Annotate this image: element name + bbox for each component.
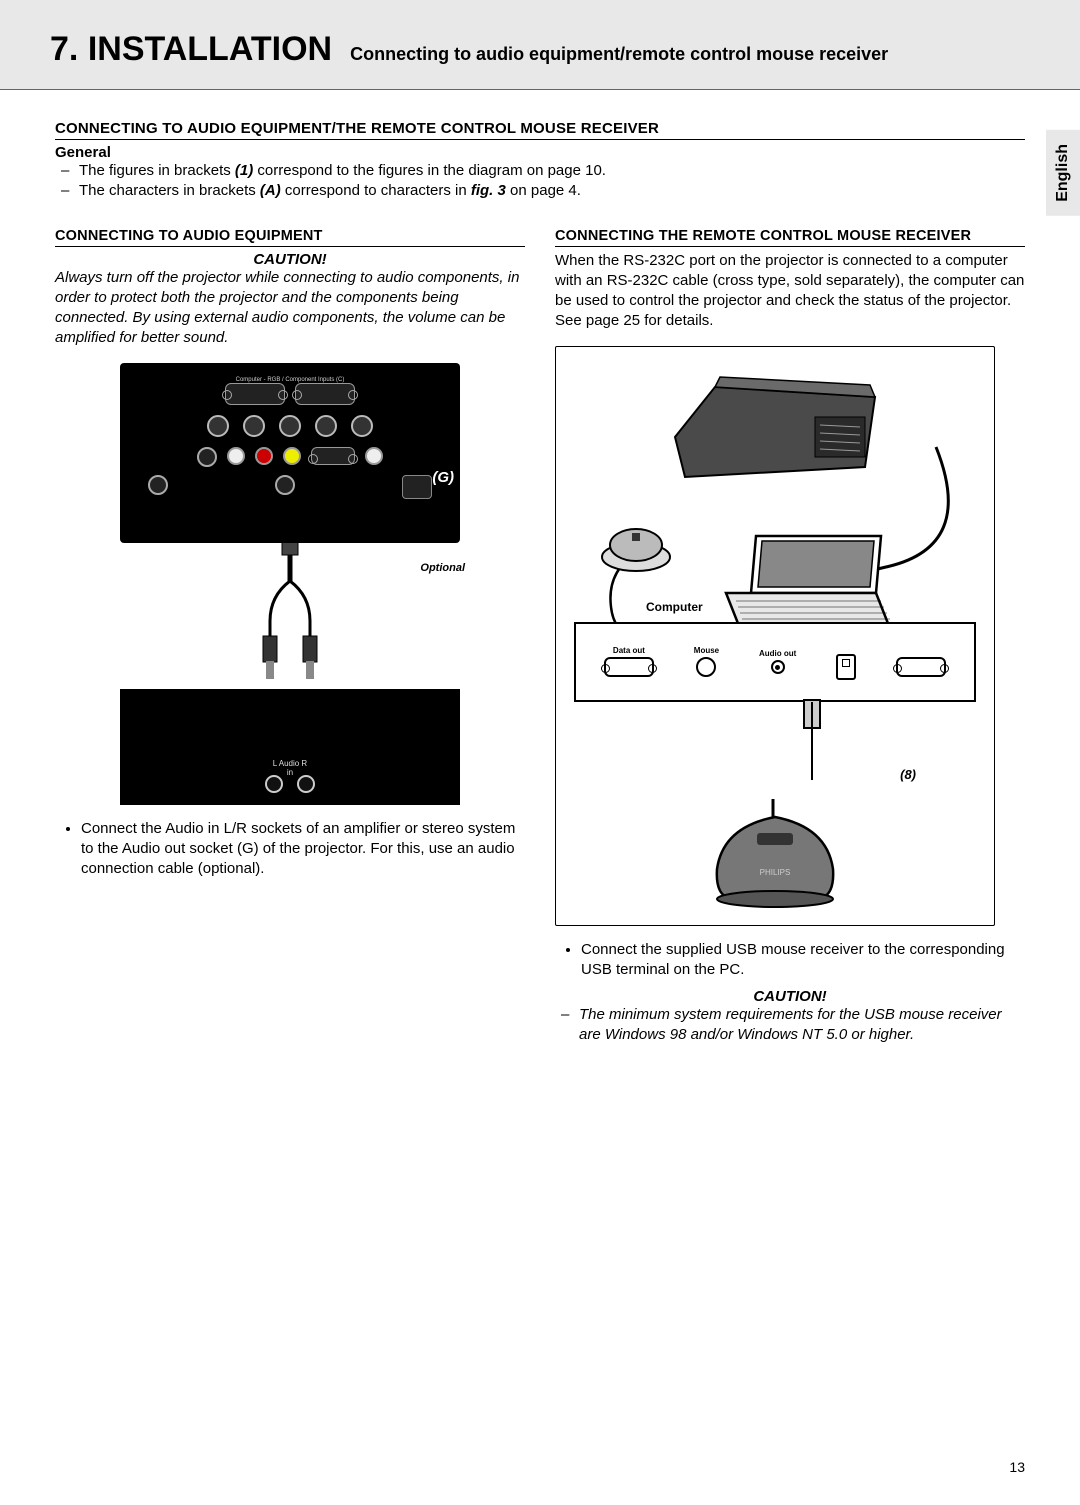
general-list: The figures in brackets (1) correspond t…	[55, 161, 1025, 202]
optional-label: Optional	[420, 562, 465, 574]
amplifier-diagram: L Audio Rin	[120, 689, 460, 805]
connector-panel: Data out Mouse Audio out	[574, 622, 976, 702]
right-caution-list: The minimum system requirements for the …	[555, 1005, 1025, 1046]
left-heading: CONNECTING TO AUDIO EQUIPMENT	[55, 228, 525, 244]
caution-label: CAUTION!	[55, 251, 525, 268]
right-bullet: Connect the supplied USB mouse receiver …	[581, 940, 1025, 981]
section-subtitle: Connecting to audio equipment/remote con…	[350, 44, 888, 65]
general-item-1: The figures in brackets (1) correspond t…	[69, 161, 1025, 181]
computer-label: Computer	[646, 600, 703, 614]
left-bullet-list: Connect the Audio in L/R sockets of an a…	[55, 819, 525, 880]
page-number: 13	[1009, 1459, 1025, 1475]
top-heading: CONNECTING TO AUDIO EQUIPMENT/THE REMOTE…	[55, 120, 1025, 137]
mouse-receiver-diagram: Computer Data out Mouse Audio out (8)	[555, 346, 995, 926]
svg-text:PHILIPS: PHILIPS	[760, 868, 791, 877]
left-bullet: Connect the Audio in L/R sockets of an a…	[81, 819, 525, 880]
general-label: General	[55, 144, 1025, 161]
usb-receiver-icon: PHILIPS	[705, 799, 845, 909]
port-label: Data out	[613, 646, 645, 655]
audio-cable-diagram	[120, 541, 460, 691]
port-label: Mouse	[694, 646, 719, 655]
page-content: CONNECTING TO AUDIO EQUIPMENT/THE REMOTE…	[0, 90, 1080, 1046]
divider	[55, 139, 1025, 140]
audio-jack-icon	[771, 660, 785, 674]
right-column: CONNECTING THE REMOTE CONTROL MOUSE RECE…	[555, 228, 1025, 1046]
mouse-receiver-small-icon	[596, 517, 676, 573]
divider	[555, 246, 1025, 247]
section-number: 7. INSTALLATION	[50, 30, 332, 69]
figure-8-label: (8)	[900, 767, 916, 782]
usb-port-icon	[836, 654, 856, 680]
right-caution-text: The minimum system requirements for the …	[569, 1005, 1025, 1046]
projector-panel-diagram: Computer - RGB / Component Inputs (C) (G…	[120, 363, 460, 543]
general-item-2: The characters in brackets (A) correspon…	[69, 181, 1025, 201]
language-tab: English	[1046, 130, 1080, 216]
caution-text: Always turn off the projector while conn…	[55, 268, 525, 349]
right-heading: CONNECTING THE REMOTE CONTROL MOUSE RECE…	[555, 228, 1025, 244]
g-label: (G)	[432, 469, 454, 486]
divider	[55, 246, 525, 247]
port-label: Audio out	[759, 649, 796, 658]
left-column: CONNECTING TO AUDIO EQUIPMENT CAUTION! A…	[55, 228, 525, 1046]
caution-label: CAUTION!	[555, 988, 1025, 1005]
right-bullet-list: Connect the supplied USB mouse receiver …	[555, 940, 1025, 981]
vga-port-icon	[604, 657, 654, 677]
vga-port-icon	[896, 657, 946, 677]
usb-cable-icon	[811, 702, 813, 780]
din-port-icon	[696, 657, 716, 677]
right-intro: When the RS-232C port on the projector i…	[555, 251, 1025, 332]
page-header: 7. INSTALLATION Connecting to audio equi…	[0, 0, 1080, 90]
